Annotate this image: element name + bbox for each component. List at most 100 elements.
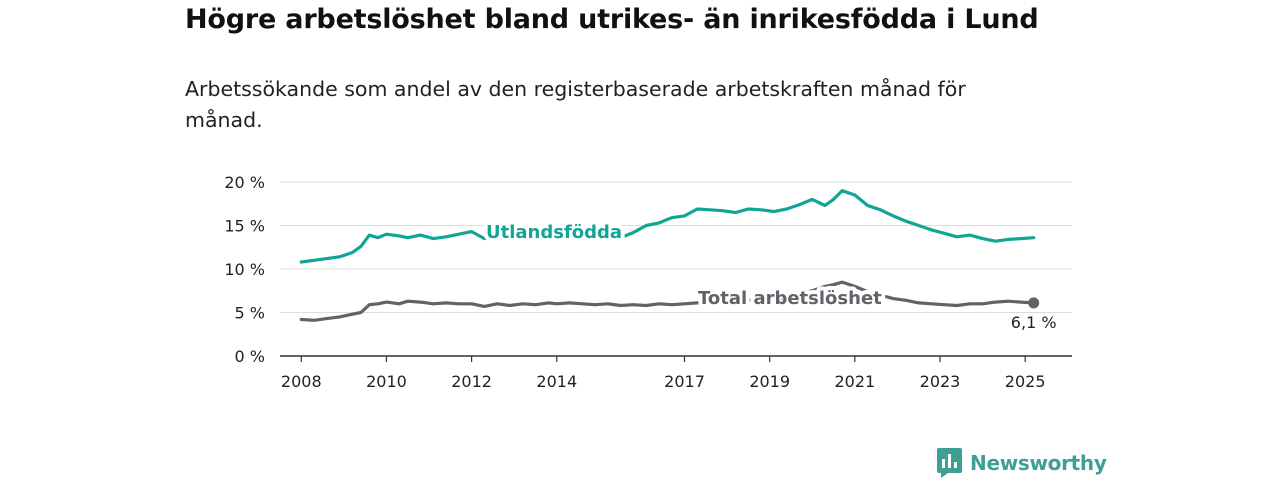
data-point [376,236,379,239]
data-point [832,283,835,286]
data-point [385,233,388,236]
data-point [385,301,388,304]
data-point [721,301,724,304]
data-point [470,230,473,233]
data-point [406,236,409,239]
data-point [721,209,724,212]
data-point [930,228,933,231]
data-point [1007,300,1010,303]
data-point [785,297,788,300]
data-point [904,299,908,302]
data-point [483,237,486,240]
data-point [892,297,895,300]
data-point [581,226,584,229]
data-point [811,198,814,201]
data-point [904,220,908,223]
data-point [917,224,920,227]
data-point [930,302,933,305]
data-point [841,281,844,284]
x-tick-label: 2019 [749,372,790,391]
data-point [432,302,435,305]
data-point [351,251,354,254]
data-point [313,259,316,262]
newsworthy-logo-icon [937,448,962,478]
data-point [632,303,635,306]
data-point [606,233,610,236]
data-point [300,318,303,321]
data-point [823,285,827,288]
x-tick-label: 2010 [366,372,407,391]
data-point [568,230,571,233]
data-point [747,299,750,302]
data-point [445,235,448,238]
data-point [406,300,409,303]
data-point [696,301,699,304]
data-point [772,300,776,303]
data-point [619,236,622,239]
data-point [943,303,946,306]
data-point [313,319,316,322]
data-point [555,233,558,236]
data-point [981,237,984,240]
y-tick-label: 0 % [235,347,265,366]
data-point [683,302,686,305]
data-point [841,189,844,192]
data-point [594,229,597,232]
data-point [300,260,303,264]
end-point-marker [1028,297,1040,309]
data-point [534,303,537,306]
data-point [853,193,856,197]
data-point [734,211,737,214]
data-point [581,302,584,305]
data-point [351,313,354,316]
data-point [981,302,984,305]
data-point [866,204,869,207]
data-point [892,214,895,217]
data-point [338,315,341,318]
data-point [632,231,635,234]
data-point [1007,238,1010,241]
data-point [547,301,550,304]
x-tick-label: 2025 [1005,372,1046,391]
x-tick-label: 2023 [920,372,961,391]
grid-lines [280,181,1072,313]
data-point [709,301,712,304]
data-point [798,292,801,295]
data-point [457,233,460,236]
data-point [760,208,763,211]
data-point [508,304,511,307]
data-point [398,302,401,305]
data-point [325,317,328,320]
data-point [1032,236,1035,239]
data-point [657,221,661,224]
data-point [359,311,362,314]
data-point [1019,237,1023,240]
newsworthy-brand[interactable]: Newsworthy [937,448,1107,478]
data-point [521,302,524,305]
x-axis: 2008 2010 2012 2014 2017 2019 2021 2023 2025 [280,355,1072,391]
data-point [670,216,673,219]
data-point [534,234,537,237]
data-point [853,285,856,288]
data-point [496,234,499,237]
data-point [657,302,661,305]
y-tick-label: 5 % [235,304,265,323]
data-point [508,236,511,239]
data-point [470,302,473,305]
data-point [457,302,460,305]
series-line [299,189,1036,264]
data-point [734,300,737,303]
data-point [994,240,997,243]
data-point [772,210,776,213]
data-point [325,257,328,260]
y-axis-tick-labels: 0 % 5 % 10 % 15 % 20 % [224,173,265,366]
data-point [917,301,920,304]
data-point [760,299,763,302]
data-point [568,301,571,304]
series-label-halo: Utlandsfödda [486,222,622,243]
series-label: Total arbetslöshet [698,288,882,309]
data-point [483,305,486,308]
y-tick-label: 20 % [224,173,265,192]
line-chart: 0 %5 %10 %15 %20 % 2008 2010 2012 2014 2017 2… [224,173,1072,391]
